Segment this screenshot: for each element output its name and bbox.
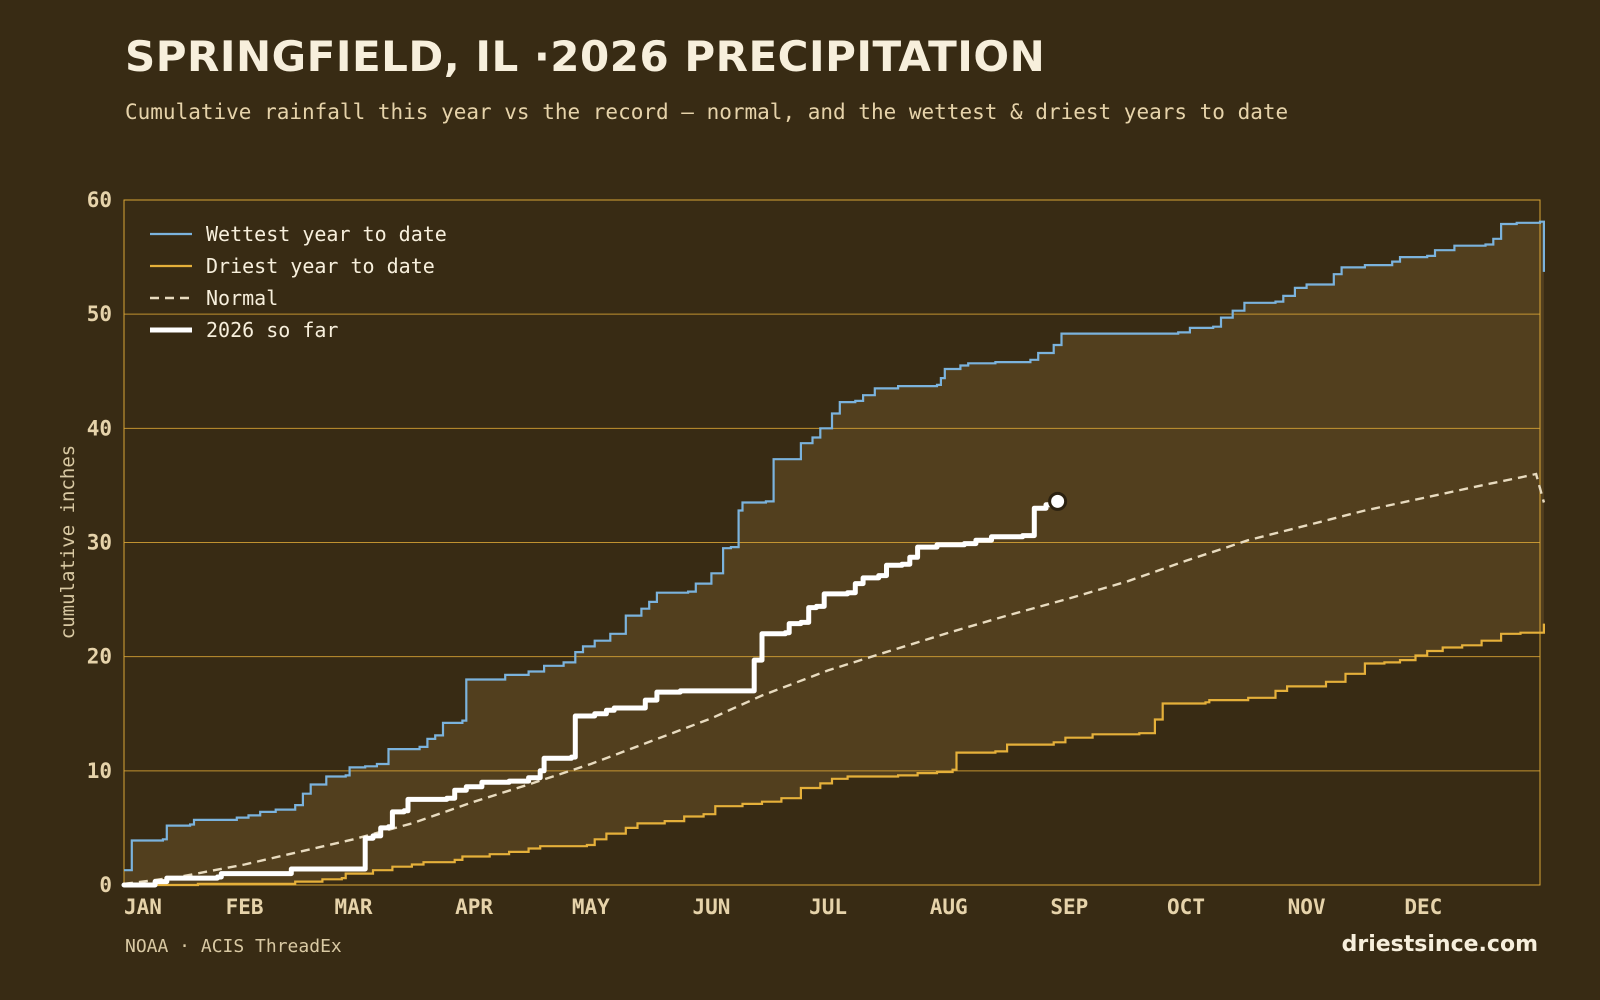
- source-credit: NOAA · ACIS ThreadEx: [125, 936, 342, 957]
- x-tick-label: AUG: [930, 895, 968, 919]
- y-tick-label: 10: [87, 759, 112, 783]
- page-subtitle: Cumulative rainfall this year vs the rec…: [125, 100, 1289, 124]
- y-tick-label: 0: [99, 873, 112, 897]
- current-year-line: [121, 498, 1061, 888]
- legend-label: 2026 so far: [206, 318, 338, 342]
- driest-year-line: [124, 623, 1545, 887]
- x-tick-label: MAR: [335, 895, 373, 919]
- y-axis-title: cumulative inches: [57, 445, 79, 639]
- y-tick-label: 20: [87, 645, 112, 669]
- x-tick-label: JUN: [692, 895, 730, 919]
- normal-line: [123, 472, 1546, 886]
- x-tick-label: JAN: [124, 895, 162, 919]
- legend-label: Normal: [206, 286, 278, 310]
- legend-label: Driest year to date: [206, 254, 435, 278]
- x-tick-label: NOV: [1288, 895, 1326, 919]
- x-tick-label: OCT: [1167, 895, 1205, 919]
- range-band: [124, 221, 1544, 885]
- y-tick-label: 40: [87, 416, 112, 440]
- y-tick-label: 30: [87, 531, 112, 555]
- wettest-year-line: [124, 220, 1545, 872]
- page-title: SPRINGFIELD, IL ·2026 PRECIPITATION: [125, 32, 1046, 81]
- current-value-marker: [1048, 491, 1068, 511]
- x-tick-label: DEC: [1404, 895, 1442, 919]
- x-tick-label: APR: [455, 895, 493, 919]
- legend-label: Wettest year to date: [206, 222, 447, 246]
- x-tick-label: MAY: [572, 895, 610, 919]
- x-tick-label: FEB: [226, 895, 264, 919]
- y-tick-label: 50: [87, 302, 112, 326]
- x-tick-label: SEP: [1050, 895, 1088, 919]
- x-tick-label: JUL: [809, 895, 847, 919]
- brand-link[interactable]: driestsince.com: [1341, 932, 1538, 957]
- plot-frame: [123, 199, 1541, 886]
- y-tick-label: 60: [87, 188, 112, 212]
